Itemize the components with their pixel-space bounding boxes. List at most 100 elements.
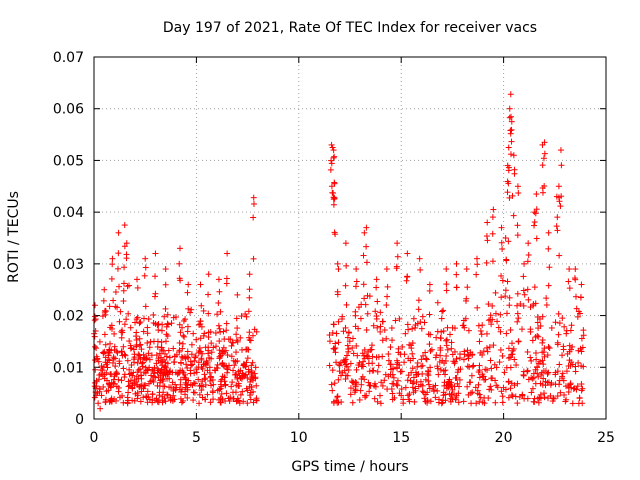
data-point (219, 396, 226, 403)
data-point (492, 289, 499, 296)
data-point (177, 245, 184, 252)
data-point (121, 321, 128, 328)
data-point (373, 284, 380, 291)
data-point (573, 386, 580, 393)
data-point (557, 389, 564, 396)
data-point (127, 345, 134, 352)
data-point (502, 235, 509, 241)
data-point (137, 383, 144, 390)
data-point (133, 316, 140, 323)
data-point (123, 316, 130, 323)
data-point (497, 328, 504, 335)
data-point (159, 376, 166, 383)
data-point (447, 398, 454, 405)
data-point (446, 376, 453, 383)
data-point (162, 338, 169, 345)
data-point (129, 397, 136, 404)
data-point (524, 395, 531, 402)
data-point (160, 347, 167, 354)
data-point (555, 310, 562, 317)
data-point (177, 376, 184, 383)
data-point (138, 388, 145, 395)
data-point (514, 232, 521, 239)
data-point (116, 283, 123, 290)
data-point (556, 320, 563, 327)
data-point (142, 303, 149, 310)
data-point (555, 183, 562, 190)
data-point (534, 319, 541, 326)
data-point (98, 363, 105, 370)
data-point (179, 340, 186, 347)
data-point (216, 347, 223, 354)
data-point (360, 281, 367, 288)
data-point (117, 308, 124, 315)
data-point (468, 400, 475, 407)
data-point (417, 266, 424, 273)
data-point (134, 369, 141, 376)
data-point (152, 250, 159, 257)
data-point (460, 398, 467, 405)
data-point (362, 301, 369, 308)
data-point (511, 170, 518, 177)
tick-labels: 0 5 10 15 20 25 0 0.01 0.02 0.03 0.04 0.05 0.06 0.07 (53, 50, 615, 446)
data-point (221, 374, 228, 381)
data-point (499, 277, 506, 284)
data-point (161, 364, 168, 371)
data-point (189, 361, 196, 368)
data-point (190, 330, 197, 337)
data-point (484, 348, 491, 355)
data-point (409, 384, 416, 391)
data-point (498, 388, 505, 395)
data-point (101, 309, 108, 316)
data-point (353, 278, 360, 285)
data-point (502, 386, 509, 393)
data-point (335, 376, 342, 383)
data-point (534, 395, 541, 402)
data-point (161, 313, 168, 320)
data-point (104, 364, 111, 371)
data-point (358, 363, 365, 370)
data-point (509, 351, 516, 358)
data-point (209, 388, 216, 395)
data-point (103, 361, 110, 368)
data-point (443, 342, 450, 349)
data-point (120, 343, 127, 350)
data-point (532, 349, 539, 356)
data-point (233, 349, 240, 356)
data-point (576, 394, 583, 401)
data-point (114, 265, 121, 272)
data-point (199, 378, 206, 385)
data-point (356, 396, 363, 403)
data-point (552, 381, 559, 388)
data-point (456, 376, 463, 383)
data-point (443, 287, 450, 294)
data-point (107, 340, 114, 347)
data-point (133, 373, 140, 380)
data-point (524, 258, 531, 265)
data-point (559, 370, 566, 377)
data-point (98, 392, 105, 399)
data-point (506, 164, 513, 171)
data-point (449, 324, 456, 331)
data-point (527, 326, 534, 333)
data-point (426, 281, 433, 288)
data-point (236, 400, 243, 407)
data-point (524, 286, 531, 293)
data-point (489, 302, 496, 309)
data-point (510, 152, 517, 159)
data-point (341, 367, 348, 374)
data-point (326, 332, 333, 339)
data-point (150, 311, 157, 318)
data-point (162, 363, 169, 370)
data-point (246, 294, 253, 301)
data-point (426, 341, 433, 348)
data-point (385, 373, 392, 380)
data-point (224, 366, 231, 373)
x-tick-label: 0 (90, 430, 99, 446)
data-point (115, 250, 122, 257)
data-point (508, 118, 515, 125)
data-point (498, 224, 505, 231)
data-point (514, 290, 521, 297)
data-point (404, 377, 411, 384)
data-point (436, 396, 443, 403)
